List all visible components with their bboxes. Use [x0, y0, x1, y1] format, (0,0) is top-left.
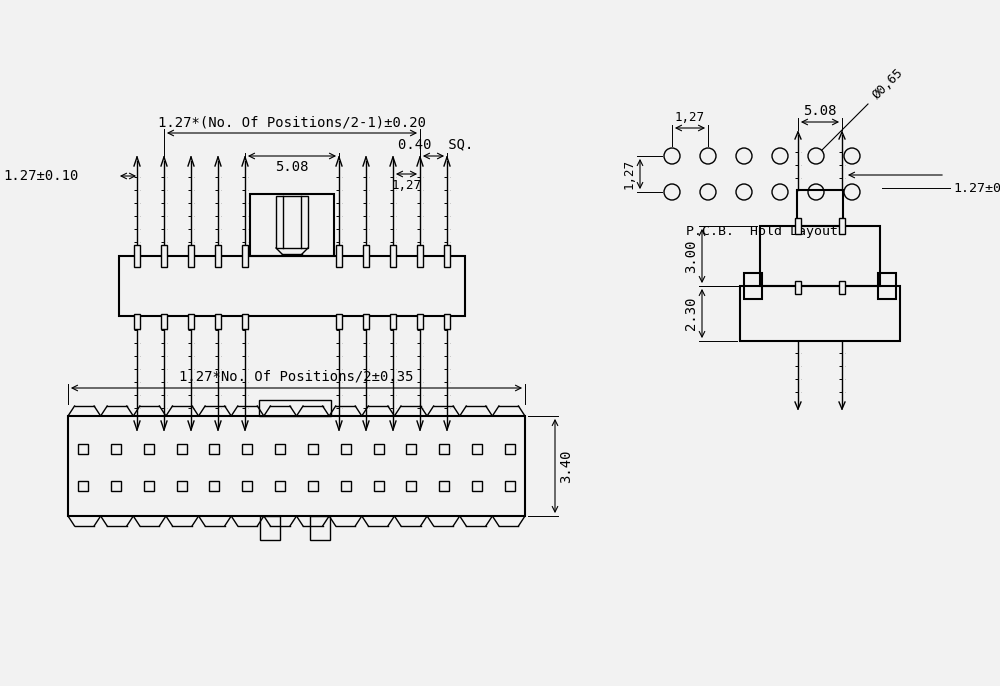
Bar: [363, 314, 369, 329]
Bar: [839, 218, 845, 234]
Bar: [144, 444, 154, 454]
Bar: [68, 416, 525, 516]
Bar: [215, 314, 221, 329]
Bar: [336, 314, 342, 329]
Bar: [417, 245, 423, 267]
Bar: [363, 245, 369, 267]
Bar: [144, 481, 154, 491]
Bar: [78, 481, 88, 491]
Text: 2.30: 2.30: [684, 297, 698, 330]
Text: 5.08: 5.08: [803, 104, 837, 118]
Bar: [308, 481, 318, 491]
Bar: [839, 281, 845, 294]
Bar: [78, 444, 88, 454]
Bar: [505, 481, 515, 491]
Bar: [134, 245, 140, 267]
Bar: [406, 444, 416, 454]
Bar: [336, 245, 342, 267]
Text: 1,27: 1,27: [623, 159, 636, 189]
Text: 0.40  SQ.: 0.40 SQ.: [398, 137, 473, 151]
Text: 1.27*(No. Of Positions/2-1)±0.20: 1.27*(No. Of Positions/2-1)±0.20: [158, 115, 426, 129]
Bar: [111, 481, 121, 491]
Text: 1,27: 1,27: [675, 111, 705, 124]
Text: 1.27±0.10: 1.27±0.10: [4, 169, 79, 183]
Bar: [188, 245, 194, 267]
Bar: [740, 286, 900, 341]
Bar: [472, 444, 482, 454]
Text: 1.27±0.1: 1.27±0.1: [953, 182, 1000, 195]
Bar: [795, 218, 801, 234]
Text: 5.08: 5.08: [275, 160, 309, 174]
Bar: [177, 444, 187, 454]
Bar: [390, 314, 396, 329]
Text: 1.27*No. Of Positions/2±0.35: 1.27*No. Of Positions/2±0.35: [179, 370, 414, 384]
Bar: [177, 481, 187, 491]
Bar: [275, 444, 285, 454]
Bar: [439, 481, 449, 491]
Bar: [505, 444, 515, 454]
Bar: [209, 481, 219, 491]
Bar: [134, 314, 140, 329]
Bar: [308, 444, 318, 454]
Bar: [260, 516, 280, 540]
Bar: [374, 444, 384, 454]
Bar: [111, 444, 121, 454]
Bar: [276, 196, 308, 248]
Bar: [374, 481, 384, 491]
Bar: [444, 245, 450, 267]
Bar: [310, 516, 330, 540]
Bar: [444, 314, 450, 329]
Bar: [878, 273, 896, 299]
Bar: [341, 481, 351, 491]
Bar: [242, 481, 252, 491]
Bar: [390, 245, 396, 267]
Text: 1,27: 1,27: [392, 179, 422, 192]
Text: 3.40: 3.40: [559, 449, 573, 483]
Bar: [242, 245, 248, 267]
Bar: [242, 314, 248, 329]
Bar: [250, 194, 334, 256]
Bar: [744, 273, 762, 299]
Bar: [119, 256, 465, 316]
Bar: [209, 444, 219, 454]
Bar: [161, 245, 167, 267]
Text: P.C.B.  Hold Layout: P.C.B. Hold Layout: [686, 226, 838, 239]
Text: Ø0,65: Ø0,65: [870, 67, 906, 102]
Bar: [259, 400, 331, 416]
Bar: [161, 314, 167, 329]
Bar: [242, 444, 252, 454]
Bar: [439, 444, 449, 454]
Bar: [341, 444, 351, 454]
Bar: [188, 314, 194, 329]
Bar: [797, 190, 843, 226]
Bar: [406, 481, 416, 491]
Bar: [795, 281, 801, 294]
Bar: [417, 314, 423, 329]
Bar: [215, 245, 221, 267]
Bar: [472, 481, 482, 491]
Bar: [760, 226, 880, 286]
Bar: [275, 481, 285, 491]
Text: 3.00: 3.00: [684, 239, 698, 273]
